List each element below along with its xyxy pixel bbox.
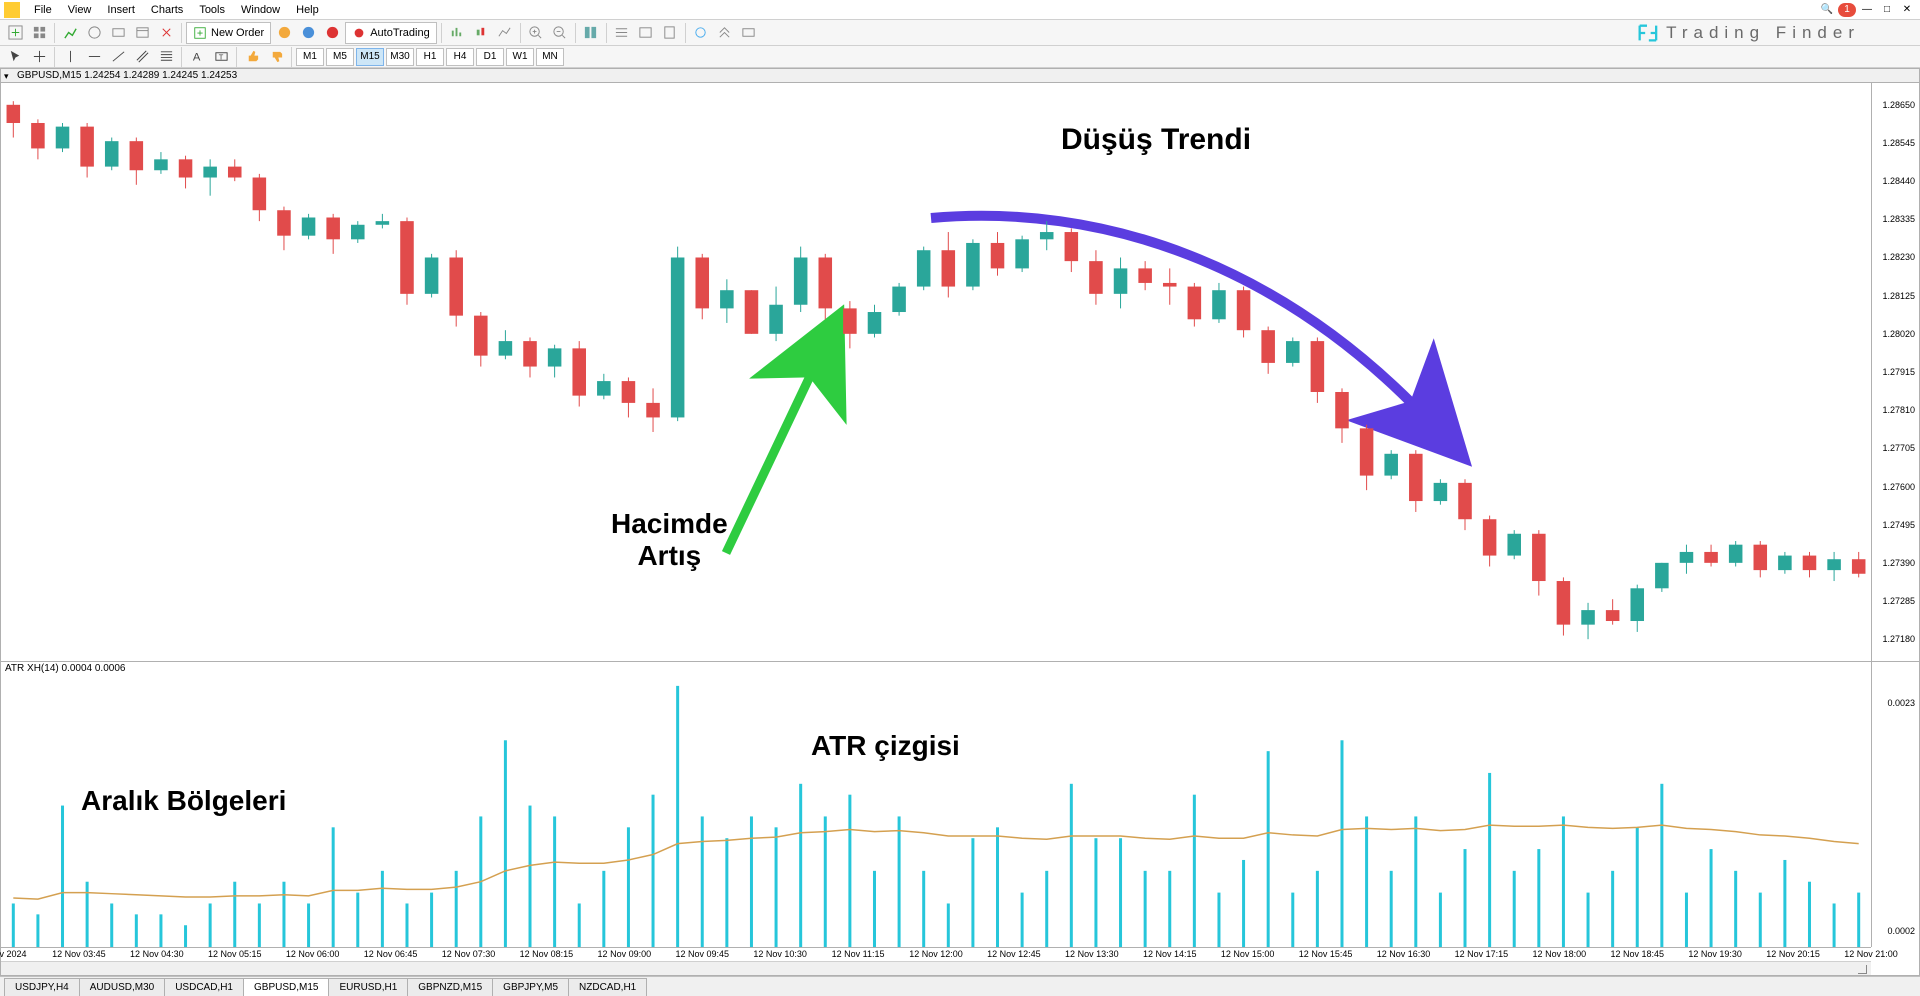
- timeframe-d1[interactable]: D1: [476, 48, 504, 66]
- chart-tab[interactable]: NZDCAD,H1: [568, 978, 647, 996]
- thumb-up-icon[interactable]: [241, 46, 263, 68]
- bar-chart-icon[interactable]: [446, 22, 468, 44]
- chart-tab[interactable]: GBPNZD,M15: [407, 978, 493, 996]
- text-icon[interactable]: A: [186, 46, 208, 68]
- svg-text:A: A: [192, 51, 200, 63]
- workspace: GBPUSD,M15 1.24254 1.24289 1.24245 1.242…: [0, 68, 1920, 976]
- candle-chart-icon[interactable]: [470, 22, 492, 44]
- chart-tab[interactable]: USDJPY,H4: [4, 978, 80, 996]
- indicator-axis: 0.00230.0002: [1871, 661, 1919, 947]
- label-icon[interactable]: T: [210, 46, 232, 68]
- terminal-icon[interactable]: [131, 22, 153, 44]
- annotation-volume-increase: HacimdeArtış: [611, 508, 728, 572]
- indicator-chart[interactable]: ATR çizgisi Aralık Bölgeleri: [1, 675, 1871, 947]
- chart-tabs: USDJPY,H4AUDUSD,M30USDCAD,H1GBPUSD,M15EU…: [0, 976, 1920, 996]
- close-icon[interactable]: ✕: [1898, 3, 1916, 17]
- timeframe-m1[interactable]: M1: [296, 48, 324, 66]
- notification-badge[interactable]: 1: [1838, 3, 1856, 17]
- template-icon[interactable]: [659, 22, 681, 44]
- indicator-list-icon[interactable]: [611, 22, 633, 44]
- vline-icon[interactable]: [59, 46, 81, 68]
- main-toolbar: New Order AutoTrading Trading Finder: [0, 20, 1920, 46]
- hline-icon[interactable]: [83, 46, 105, 68]
- crosshair-icon[interactable]: [28, 46, 50, 68]
- thumb-down-icon[interactable]: [265, 46, 287, 68]
- signals-icon[interactable]: [297, 22, 319, 44]
- chart-header: GBPUSD,M15 1.24254 1.24289 1.24245 1.242…: [1, 69, 1919, 83]
- timeframe-m15[interactable]: M15: [356, 48, 384, 66]
- price-chart[interactable]: Düşüş Trendi HacimdeArtış: [1, 83, 1871, 661]
- chart-tab[interactable]: EURUSD,H1: [328, 978, 408, 996]
- shift-icon[interactable]: [690, 22, 712, 44]
- maximize-icon[interactable]: □: [1878, 3, 1896, 17]
- svg-text:T: T: [218, 52, 223, 61]
- profiles-icon[interactable]: [28, 22, 50, 44]
- timeframe-h1[interactable]: H1: [416, 48, 444, 66]
- brand-logo: Trading Finder: [1636, 20, 1860, 46]
- navigator-icon[interactable]: [107, 22, 129, 44]
- expert-icon[interactable]: [321, 22, 343, 44]
- chart-window: GBPUSD,M15 1.24254 1.24289 1.24245 1.242…: [0, 68, 1920, 976]
- menu-file[interactable]: File: [26, 2, 60, 18]
- chart-tab[interactable]: AUDUSD,M30: [79, 978, 165, 996]
- timeframe-h4[interactable]: H4: [446, 48, 474, 66]
- chart-tab[interactable]: GBPUSD,M15: [243, 978, 329, 996]
- chart-tab[interactable]: USDCAD,H1: [164, 978, 244, 996]
- line-chart-icon[interactable]: [494, 22, 516, 44]
- chart-tab[interactable]: GBPJPY,M5: [492, 978, 569, 996]
- new-order-button[interactable]: New Order: [186, 22, 271, 44]
- menu-view[interactable]: View: [60, 2, 100, 18]
- market-watch-icon[interactable]: [59, 22, 81, 44]
- fibo-icon[interactable]: [155, 46, 177, 68]
- price-axis: 1.286501.285451.284401.283351.282301.281…: [1871, 83, 1919, 661]
- data-window-icon[interactable]: [83, 22, 105, 44]
- timeframe-mn[interactable]: MN: [536, 48, 564, 66]
- annotation-atr-line: ATR çizgisi: [811, 730, 960, 762]
- drawing-toolbar: A T M1M5M15M30H1H4D1W1MN: [0, 46, 1920, 68]
- timeframe-m30[interactable]: M30: [386, 48, 414, 66]
- equidistant-icon[interactable]: [131, 46, 153, 68]
- menu-help[interactable]: Help: [288, 2, 327, 18]
- autoscroll-icon[interactable]: [714, 22, 736, 44]
- zoom-in-icon[interactable]: [525, 22, 547, 44]
- strategy-tester-icon[interactable]: [155, 22, 177, 44]
- minimize-icon[interactable]: —: [1858, 3, 1876, 17]
- annotation-downtrend: Düşüş Trendi: [1061, 123, 1251, 157]
- menu-tools[interactable]: Tools: [191, 2, 233, 18]
- chart-scroll-icon[interactable]: [738, 22, 760, 44]
- trendline-icon[interactable]: [107, 46, 129, 68]
- window-controls: 🔍 1 — □ ✕: [1818, 3, 1916, 17]
- search-icon[interactable]: 🔍: [1818, 3, 1836, 17]
- chart-scrollbar[interactable]: [1, 961, 1871, 975]
- app-icon: [4, 2, 20, 18]
- time-axis: 12 Nov 202412 Nov 03:4512 Nov 04:3012 No…: [1, 947, 1871, 961]
- annotation-range-zones: Aralık Bölgeleri: [81, 785, 286, 817]
- menu-charts[interactable]: Charts: [143, 2, 191, 18]
- new-chart-icon[interactable]: [4, 22, 26, 44]
- autotrading-button[interactable]: AutoTrading: [345, 22, 437, 44]
- timeframe-w1[interactable]: W1: [506, 48, 534, 66]
- cursor-icon[interactable]: [4, 46, 26, 68]
- menu-bar: FileViewInsertChartsToolsWindowHelp 🔍 1 …: [0, 0, 1920, 20]
- metaquotes-icon[interactable]: [273, 22, 295, 44]
- tile-icon[interactable]: [580, 22, 602, 44]
- indicator-header: ATR XH(14) 0.0004 0.0006: [1, 661, 1871, 675]
- timeframe-m5[interactable]: M5: [326, 48, 354, 66]
- menu-insert[interactable]: Insert: [99, 2, 143, 18]
- period-icon[interactable]: [635, 22, 657, 44]
- zoom-out-icon[interactable]: [549, 22, 571, 44]
- menu-window[interactable]: Window: [233, 2, 288, 18]
